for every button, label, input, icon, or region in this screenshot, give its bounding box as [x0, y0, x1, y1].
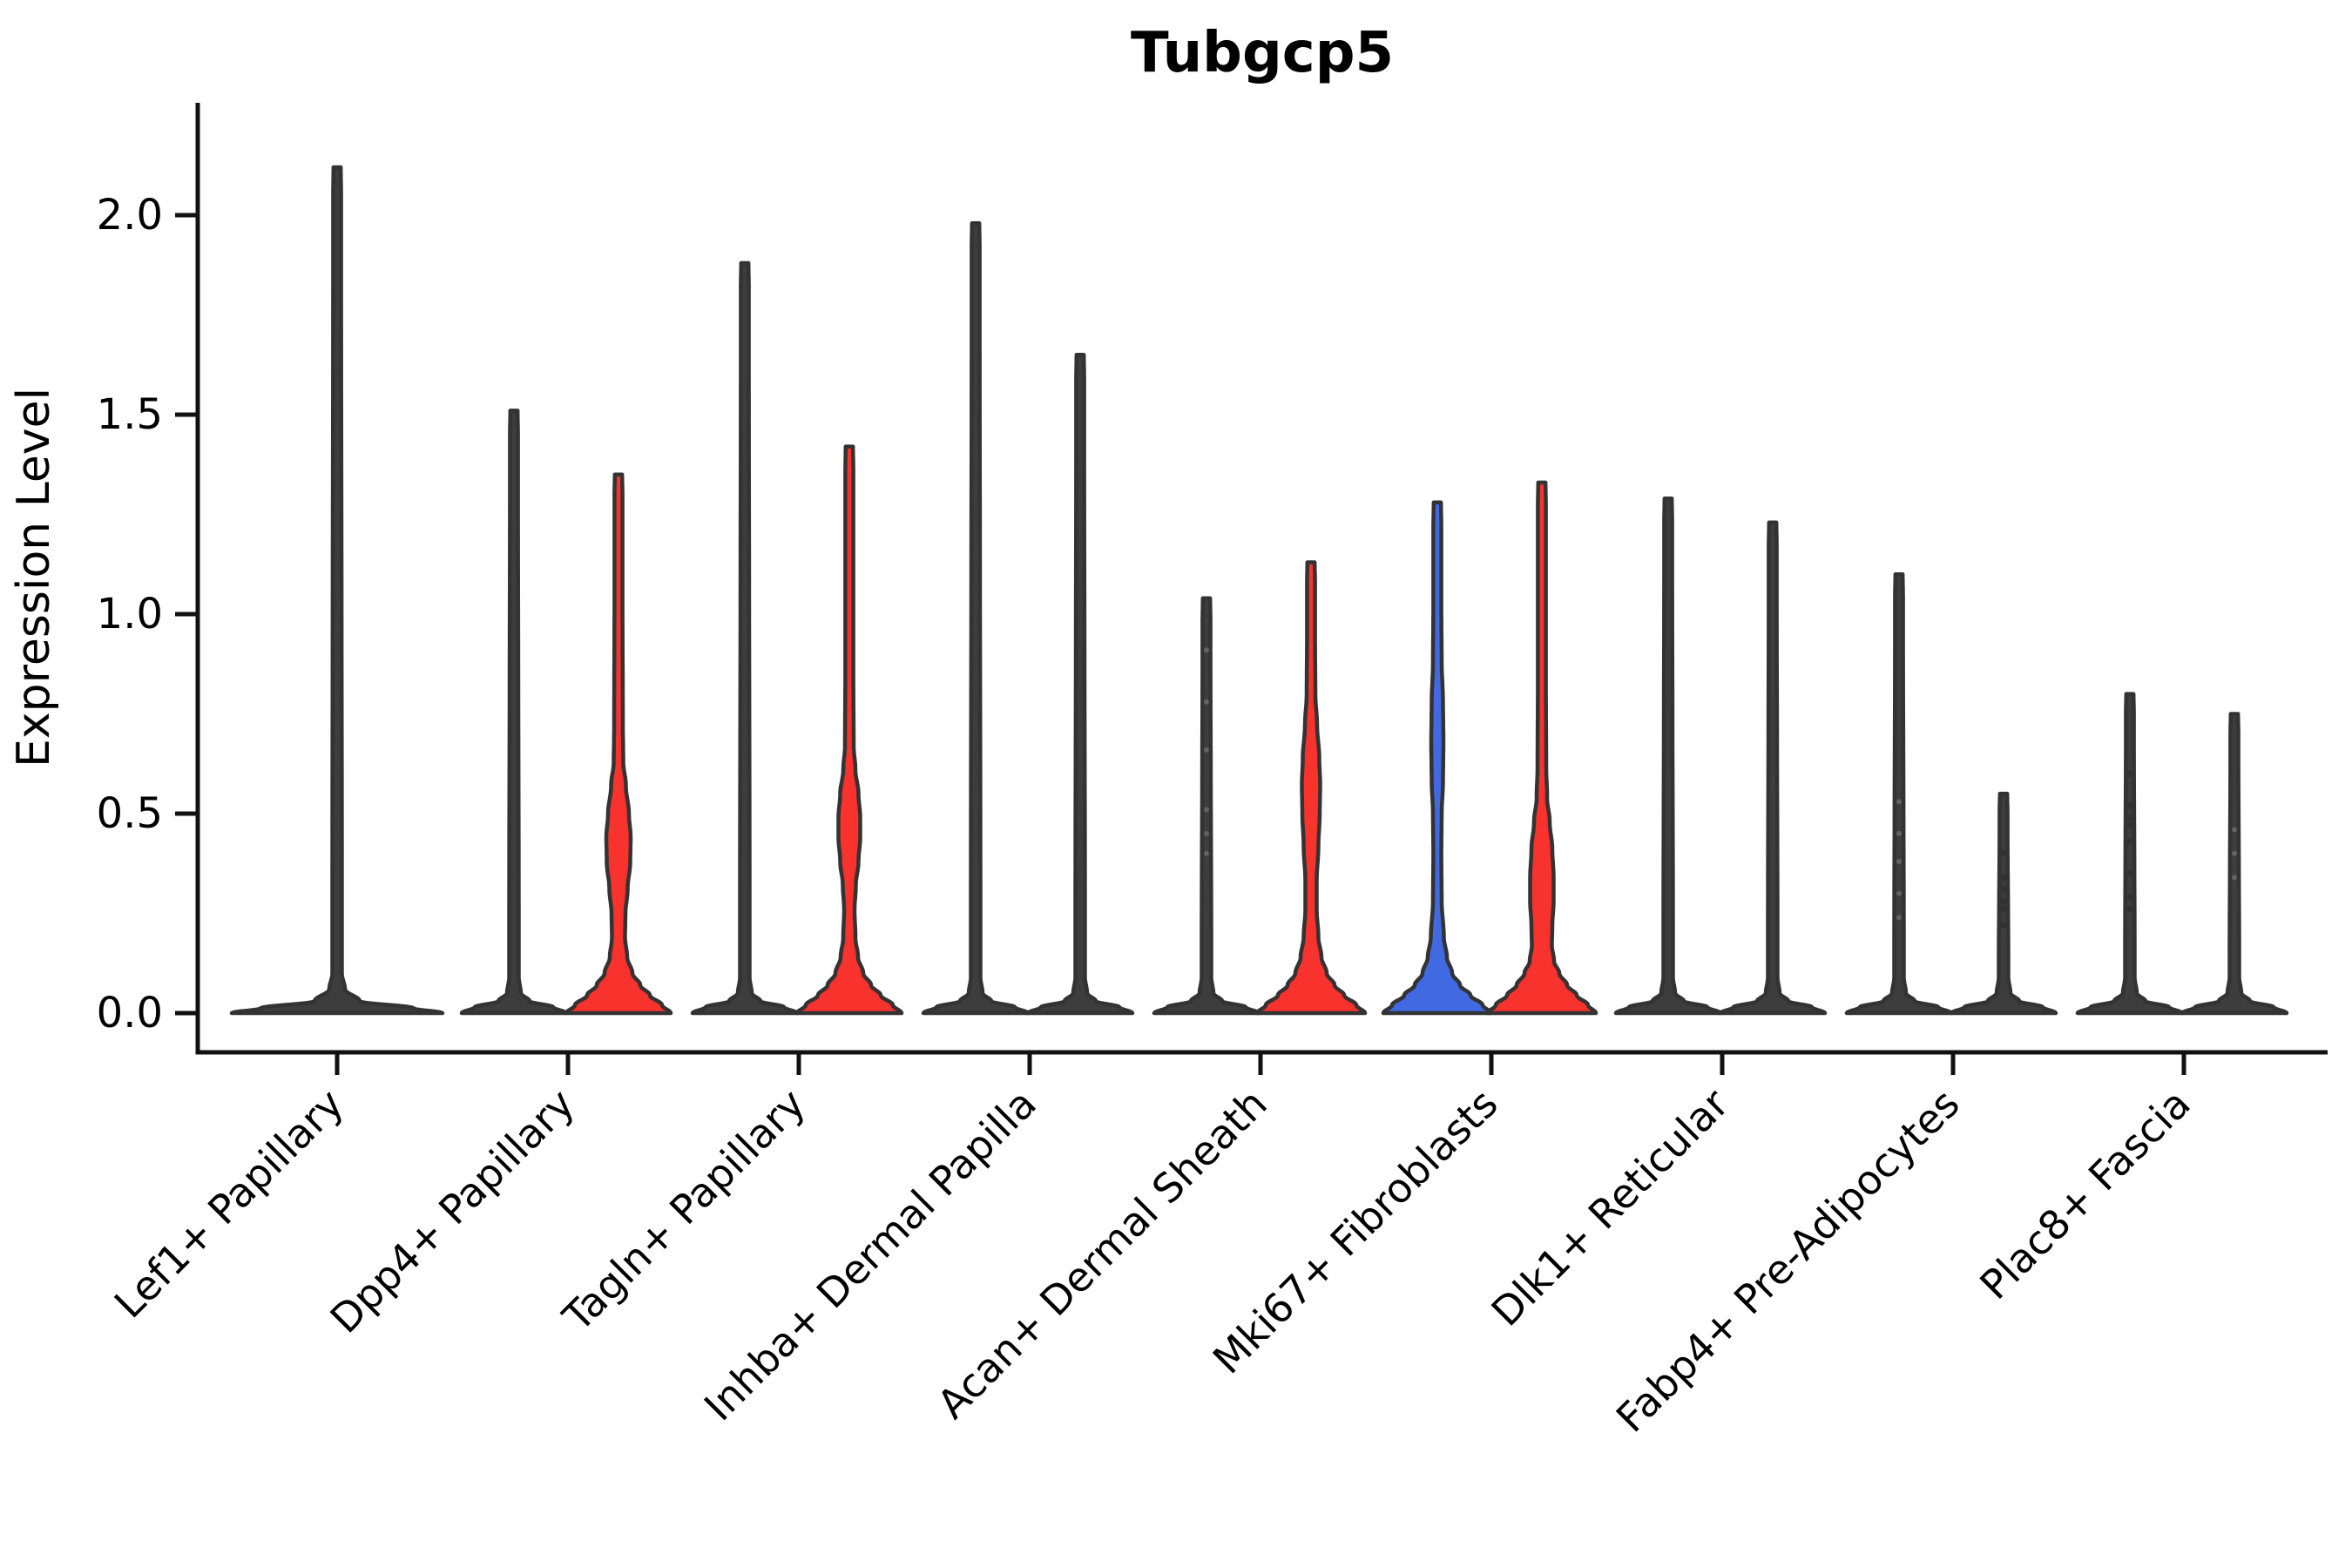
- expression-point: [1204, 747, 1209, 753]
- expression-point: [2126, 821, 2133, 829]
- y-axis-label: Expression Level: [8, 388, 60, 767]
- expression-point: [2000, 897, 2007, 905]
- x-tick-label: Plac8+ Fascia: [1970, 1080, 2199, 1308]
- expression-point: [2126, 814, 2133, 821]
- violin-2-right: [564, 472, 673, 1016]
- expression-point: [2126, 838, 2133, 846]
- x-tick-label: Dpp4+ Papillary: [321, 1080, 584, 1342]
- expression-point: [2000, 905, 2007, 913]
- expression-point: [2126, 770, 2133, 778]
- y-tick-label: 0.0: [97, 989, 163, 1037]
- x-tick-label: Tagln+ Papillary: [553, 1080, 814, 1342]
- x-tick-label: Lef1+ Papillary: [105, 1080, 353, 1328]
- expression-point: [1204, 807, 1209, 813]
- violin-8-right: [1254, 560, 1368, 1016]
- violin-11-left: [1613, 496, 1723, 1016]
- violin-5-left: [921, 220, 1031, 1016]
- expression-point: [1204, 830, 1209, 836]
- expression-point: [2000, 849, 2007, 857]
- y-tick-label: 1.5: [97, 390, 163, 439]
- expression-point: [1896, 830, 1902, 836]
- expression-point: [2000, 886, 2007, 894]
- violin-9-left: [1381, 500, 1494, 1016]
- y-tick-label: 1.0: [97, 590, 163, 639]
- expression-point: [1896, 890, 1902, 896]
- expression-point: [2232, 850, 2237, 856]
- expression-point: [1204, 647, 1209, 653]
- chart-title: Tubgcp5: [1131, 21, 1394, 85]
- expression-point: [1896, 858, 1902, 864]
- violin-12-right: [1718, 520, 1828, 1016]
- expression-point: [2000, 922, 2007, 929]
- violin-3-left: [690, 260, 800, 1016]
- expression-point: [2126, 869, 2133, 877]
- x-tick-label: Dlk1+ Reticular: [1483, 1080, 1738, 1335]
- expression-point: [2126, 894, 2133, 902]
- expression-point: [2000, 874, 2007, 882]
- y-tick-label: 2.0: [97, 191, 163, 240]
- violin-4-right: [794, 444, 904, 1016]
- violin-15-left: [2075, 692, 2185, 1016]
- violin-1-left: [459, 409, 569, 1016]
- expression-point: [2126, 905, 2133, 913]
- violin-0-single: [229, 165, 445, 1016]
- y-tick-label: 0.5: [97, 789, 163, 838]
- violin-10-right: [1485, 480, 1598, 1016]
- violin-7-left: [1152, 596, 1261, 1016]
- expression-point: [2126, 801, 2133, 809]
- expression-point: [1896, 799, 1902, 805]
- expression-point: [1896, 915, 1902, 921]
- violin-13-left: [1844, 571, 1954, 1016]
- expression-point: [1204, 850, 1209, 856]
- expression-point: [2232, 827, 2237, 833]
- expression-point: [2232, 875, 2237, 881]
- violin-6-right: [1025, 353, 1135, 1016]
- expression-point: [1204, 699, 1209, 705]
- violin-16-right: [2180, 712, 2289, 1016]
